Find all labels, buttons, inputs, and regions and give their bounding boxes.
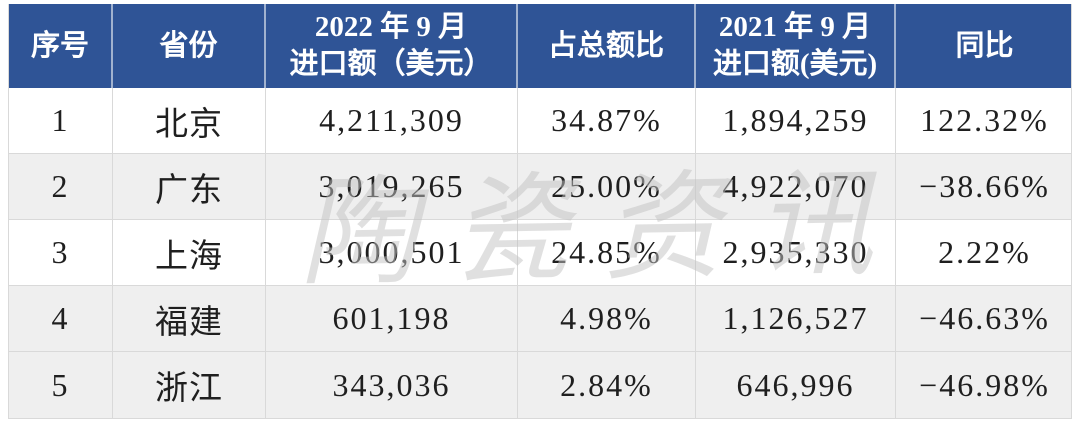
header-col-province: 省份: [113, 4, 266, 88]
cell-yoy: 122.32%: [920, 102, 1049, 138]
cell-import-2022: 601,198: [266, 286, 518, 351]
header-col-import-2022-line2: 进口额（美元）: [289, 48, 493, 80]
header-col-import-2021-line1: 2021 年 9 月: [718, 11, 872, 43]
header-col-import-2022-line1: 2022 年 9 月: [314, 11, 468, 43]
cell-yoy: 2.22%: [938, 234, 1031, 270]
cell-province: 广东: [113, 154, 266, 219]
table-row: 4 福建 601,198 4.98% 1,126,527 −46.63%: [9, 286, 1071, 352]
header-col-import-2021-line2: 进口额(美元): [712, 48, 878, 80]
table-row: 1 北京 4,211,309 34.87% 1,894,259 122.32%: [9, 88, 1071, 154]
cell-import-2021: 1,126,527: [696, 286, 896, 351]
table-body: 1 北京 4,211,309 34.87% 1,894,259 122.32% …: [9, 88, 1071, 418]
table-header-row: 序号 省份 2022 年 9 月 进口额（美元） 占总额比 2021 年 9 月…: [9, 4, 1071, 88]
cell-province: 北京: [113, 88, 266, 153]
cell-import-2022: 3,019,265: [266, 154, 518, 219]
cell-import-2021: 2,935,330: [696, 220, 896, 285]
table-row: 3 上海 3,000,501 24.85% 2,935,330 2.22%: [9, 220, 1071, 286]
cell-yoy: −46.98%: [919, 366, 1050, 403]
cell-import-2022: 4,211,309: [266, 88, 518, 153]
cell-serial: 3: [9, 220, 113, 285]
cell-serial: 1: [9, 88, 113, 153]
table-row: 2 广东 3,019,265 25.00% 4,922,070 −38.66%: [9, 154, 1071, 220]
cell-share: 4.98%: [518, 286, 696, 351]
cell-serial: 4: [9, 286, 113, 351]
cell-import-2022: 3,000,501: [266, 220, 518, 285]
cell-share: 2.84%: [518, 352, 696, 418]
header-col-import-2022: 2022 年 9 月 进口额（美元）: [266, 4, 518, 88]
cell-import-2021: 4,922,070: [696, 154, 896, 219]
header-col-serial: 序号: [9, 4, 113, 88]
cell-serial: 5: [9, 352, 113, 418]
cell-province: 浙江: [113, 352, 266, 418]
cell-share: 24.85%: [518, 220, 696, 285]
cell-province: 上海: [113, 220, 266, 285]
table-row: 5 浙江 343,036 2.84% 646,996 −46.98%: [9, 352, 1071, 418]
cell-import-2021: 1,894,259: [696, 88, 896, 153]
cell-yoy: −38.66%: [919, 168, 1050, 204]
cell-yoy: −46.63%: [919, 300, 1050, 336]
cell-province: 福建: [113, 286, 266, 351]
cell-import-2022: 343,036: [266, 352, 518, 418]
header-col-share: 占总额比: [518, 4, 696, 88]
cell-share: 34.87%: [518, 88, 696, 153]
cell-import-2021: 646,996: [696, 352, 896, 418]
import-table: 序号 省份 2022 年 9 月 进口额（美元） 占总额比 2021 年 9 月…: [8, 4, 1072, 419]
header-col-import-2021: 2021 年 9 月 进口额(美元): [696, 4, 896, 88]
cell-serial: 2: [9, 154, 113, 219]
cell-share: 25.00%: [518, 154, 696, 219]
header-col-yoy: 同比: [955, 29, 1014, 62]
